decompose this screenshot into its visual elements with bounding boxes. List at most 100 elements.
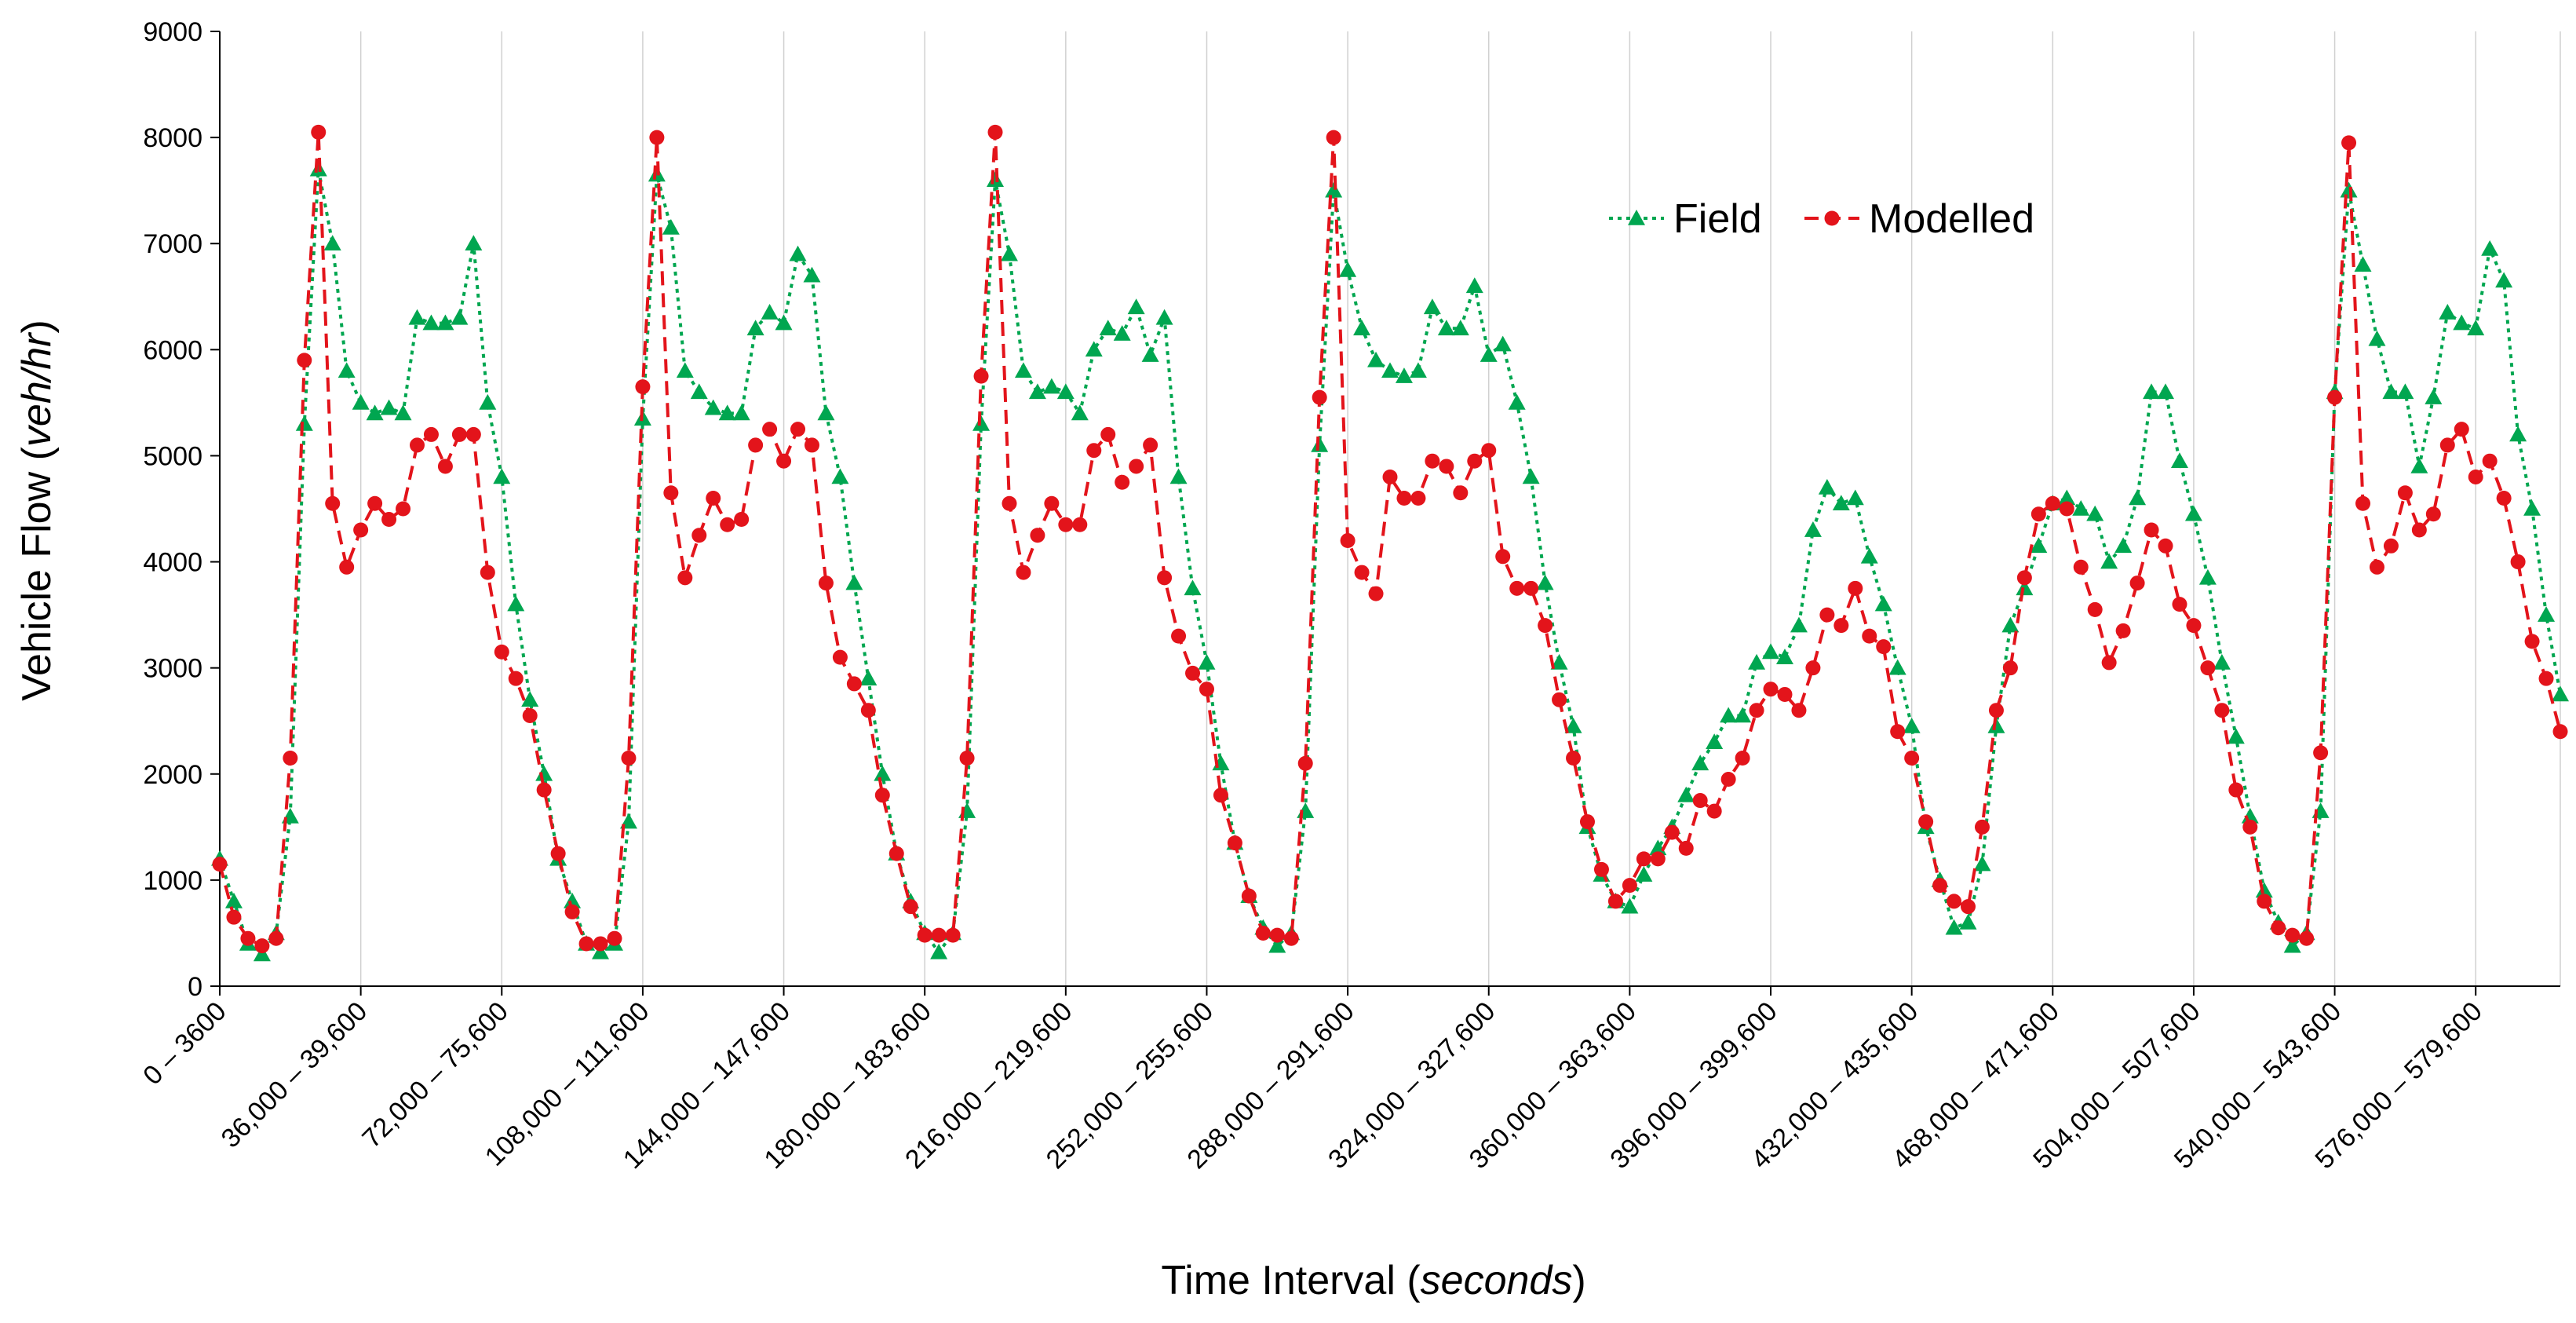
data-point-modelled [1904,751,1920,766]
data-point-field [1550,653,1568,670]
data-point-modelled [1918,814,1934,830]
data-point-field [224,892,243,908]
data-point-field [1790,616,1808,633]
legend-label: Modelled [1869,196,2034,242]
data-point-modelled [367,495,383,511]
data-point-modelled [1439,459,1454,474]
data-point-modelled [1312,389,1327,405]
data-point-modelled [1115,474,1130,490]
y-axis-label: Vehicle Flow (veh/hr) [14,320,60,701]
data-point-modelled [451,426,467,442]
data-point-modelled [2468,469,2483,484]
data-point-modelled [1283,930,1299,946]
data-point-field [746,320,764,336]
data-point-field [2030,537,2048,554]
data-point-field [2129,489,2147,506]
data-point-field [2213,653,2231,670]
data-point-modelled [2172,597,2187,612]
data-point-field [2255,882,2273,898]
data-point-field [1141,346,1159,362]
data-point-field [507,595,525,612]
data-point-field [1804,521,1822,537]
data-point-field [1042,378,1060,394]
data-point-modelled [2524,634,2540,649]
data-point-modelled [283,751,298,766]
data-point-field [465,235,483,251]
data-point-modelled [1354,565,1370,580]
data-point-field [704,399,722,415]
data-point-field [1832,495,1850,511]
data-point-modelled [2002,660,2018,676]
data-point-modelled [437,459,453,474]
data-point-modelled [917,927,932,943]
data-point-field [1888,659,1906,675]
data-point-modelled [1988,703,2004,718]
data-point-modelled [720,517,735,532]
data-point-field [1522,468,1540,484]
data-point-field [295,415,313,431]
data-point-field [1734,707,1752,723]
data-point-modelled [550,846,566,861]
data-point-modelled [804,437,819,453]
y-tick-label: 4000 [143,548,203,578]
data-point-field [535,765,553,781]
data-point-field [493,468,511,484]
data-point-modelled [2397,485,2413,501]
data-point-modelled [1171,628,1187,644]
y-tick-label: 2000 [143,760,203,790]
data-point-modelled [1848,580,1863,596]
data-point-modelled [1833,618,1849,634]
data-point-modelled [2115,623,2131,638]
data-point-field [2170,452,2188,468]
data-point-modelled [1636,851,1651,867]
y-tick-label: 8000 [143,123,203,153]
data-point-modelled [2214,703,2230,718]
data-point-field [1381,362,1399,378]
data-point-modelled [1538,618,1553,634]
data-point-modelled [1199,682,1214,697]
data-point-field [1903,717,1921,733]
data-point-modelled [1382,469,1398,484]
data-point-modelled [776,453,792,469]
data-point-modelled [508,671,524,686]
data-point-field [831,468,849,484]
data-point-modelled [621,751,637,766]
data-point-modelled [1961,899,1976,915]
data-point-field [2481,239,2499,256]
data-point-modelled [396,501,411,517]
data-point-modelled [1227,835,1242,851]
data-point-field [1959,913,1977,930]
data-point-modelled [1664,824,1680,840]
data-point-field [1339,261,1357,277]
data-point-field [845,574,863,590]
data-point-field [859,670,878,685]
data-point-modelled [1777,686,1793,702]
data-point-modelled [1002,495,1017,511]
data-point-field [2439,304,2457,320]
y-axis-label-unit: veh/hr [14,331,60,447]
data-point-field [2340,181,2358,198]
data-point-field [2114,537,2133,554]
data-point-modelled [1072,517,1088,532]
data-point-modelled [2059,501,2074,517]
y-axis-label-text: Vehicle Flow [14,471,60,700]
data-point-field [1085,341,1103,357]
data-point-modelled [1481,443,1497,459]
series-modelled [212,124,2568,954]
data-point-modelled [1947,894,1962,909]
data-point-modelled [1269,927,1285,943]
data-point-field [2368,330,2386,346]
data-point-field [2058,489,2076,506]
data-point-modelled [706,490,721,506]
data-point-modelled [1453,485,1469,501]
data-point-modelled [1396,490,1412,506]
data-point-field [2467,320,2485,336]
data-point-field [1325,181,1343,198]
data-point-field [2227,728,2245,744]
y-tick-label: 7000 [143,229,203,259]
data-point-field [1451,320,1469,336]
data-point-modelled [353,522,369,538]
data-point-modelled [931,927,947,943]
